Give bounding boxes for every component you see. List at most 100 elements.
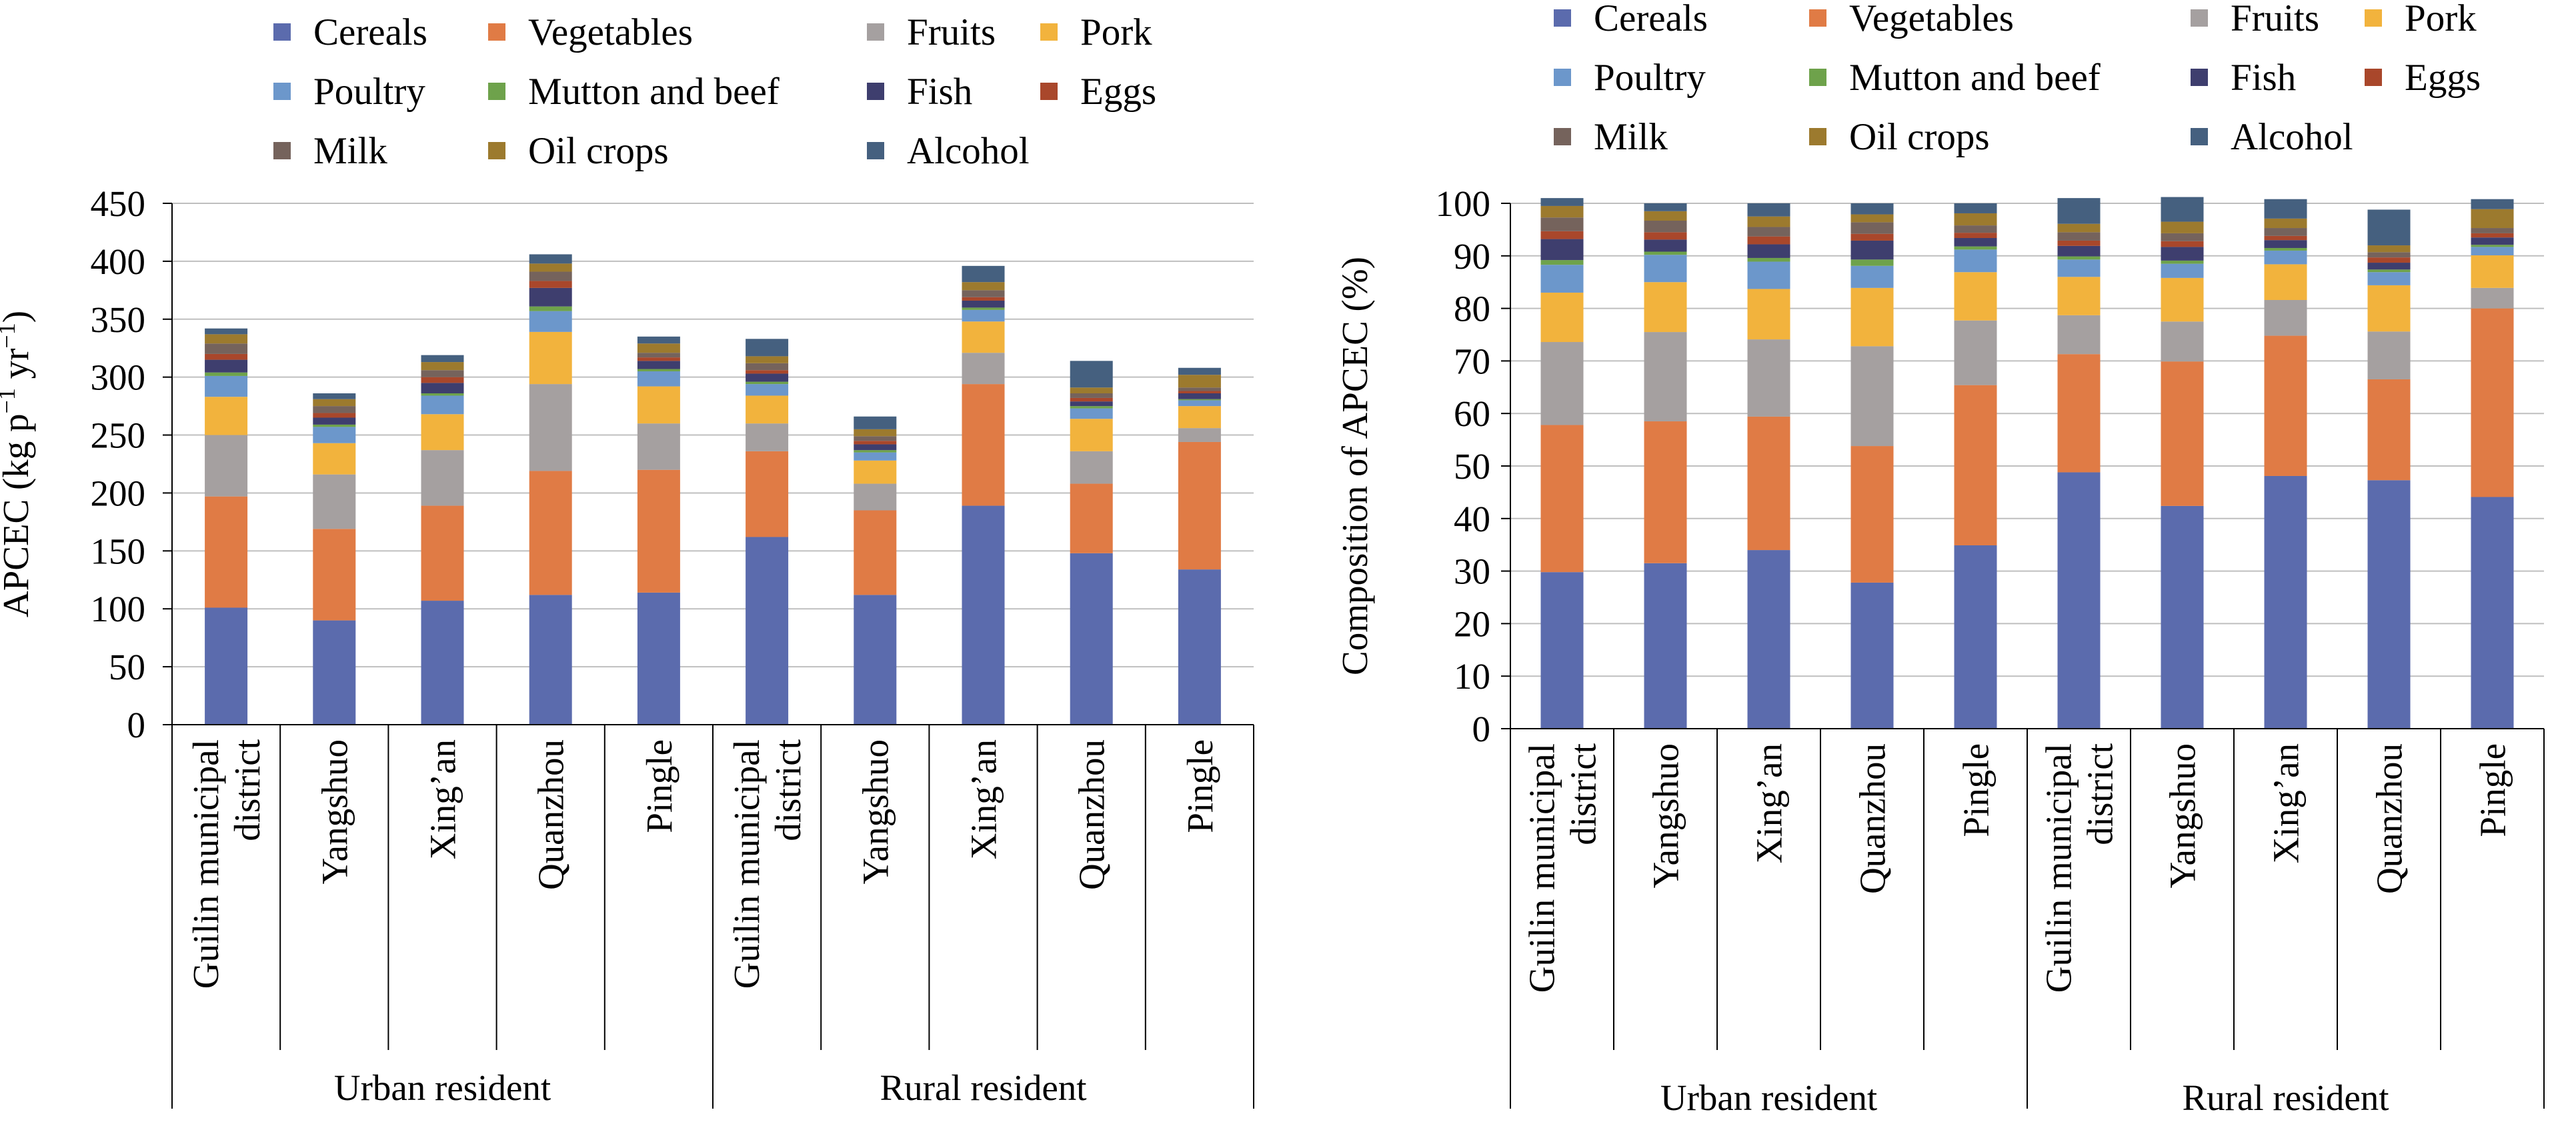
y-tick-label: 350 bbox=[91, 299, 146, 340]
legend-item: Poultry bbox=[273, 71, 425, 113]
legend-item: Fruits bbox=[867, 11, 996, 53]
legend-label: Alcohol bbox=[2231, 116, 2353, 158]
bar-segment-fish bbox=[746, 373, 789, 382]
legend-swatch bbox=[2365, 9, 2382, 27]
category-label: district bbox=[227, 739, 267, 841]
bar-segment-fruits bbox=[2264, 299, 2307, 336]
bar-segment-pork bbox=[1644, 282, 1687, 333]
legend-label: Oil crops bbox=[1849, 116, 1990, 158]
y-axis-label-part: APCEC (kg p bbox=[0, 413, 36, 617]
bar-segment-cereals bbox=[1540, 572, 1584, 729]
bar-segment-cereals bbox=[637, 592, 680, 725]
legend-item: Oil crops bbox=[1809, 116, 1990, 158]
bar-segment-mutton-and-beef bbox=[1540, 260, 1584, 265]
bar-segment-vegetables bbox=[2161, 361, 2204, 506]
bar-segment-eggs bbox=[1644, 232, 1687, 240]
y-tick-label: 300 bbox=[91, 357, 146, 398]
bar-segment-alcohol bbox=[2471, 199, 2514, 209]
legend-item: Poultry bbox=[1554, 57, 1706, 99]
bar-segment-eggs bbox=[2161, 241, 2204, 247]
bar-segment-milk bbox=[2264, 228, 2307, 236]
legend-swatch bbox=[273, 142, 291, 159]
legend-swatch bbox=[2365, 69, 2382, 86]
bar-segment-cereals bbox=[421, 601, 464, 725]
bar-segment-pork bbox=[2264, 264, 2307, 300]
bar-segment-poultry bbox=[1178, 400, 1221, 407]
legend-swatch bbox=[1554, 128, 1571, 145]
category-label: Yangshuo bbox=[314, 739, 355, 885]
group-label: Urban resident bbox=[1660, 1077, 1877, 1118]
bar-segment-vegetables bbox=[746, 451, 789, 537]
bar-segment-eggs bbox=[205, 353, 248, 360]
legend-label: Mutton and beef bbox=[528, 71, 780, 113]
bar-segment-eggs bbox=[746, 370, 789, 374]
bar-segment-mutton-and-beef bbox=[2057, 256, 2101, 260]
bar-segment-alcohol bbox=[2161, 197, 2204, 222]
bar-segment-vegetables bbox=[1747, 416, 1790, 551]
bar-segment-cereals bbox=[854, 595, 897, 725]
bar-segment-oil-crops bbox=[529, 263, 572, 272]
bar-segment-fish bbox=[1540, 239, 1584, 261]
bar-segment-vegetables bbox=[2367, 379, 2411, 481]
legend-swatch bbox=[273, 23, 291, 41]
category-label: Guilin municipal bbox=[1522, 743, 1562, 993]
bar-segment-milk bbox=[421, 370, 464, 377]
legend-item: Fruits bbox=[2191, 0, 2319, 39]
category-label: Xing’an bbox=[423, 739, 463, 859]
bar-segment-poultry bbox=[205, 375, 248, 397]
bar-segment-oil-crops bbox=[2264, 218, 2307, 229]
bar-segment-pork bbox=[1954, 272, 1997, 321]
y-tick-label: 450 bbox=[91, 183, 146, 224]
category-label: Quanzhou bbox=[1852, 743, 1893, 894]
bar-segment-eggs bbox=[962, 297, 1005, 301]
bar-segment-milk bbox=[637, 353, 680, 358]
bar-segment-milk bbox=[1070, 393, 1113, 398]
legend-swatch bbox=[867, 23, 884, 41]
bar-segment-alcohol bbox=[529, 254, 572, 264]
bar-segment-pork bbox=[313, 443, 356, 475]
bar-segment-fruits bbox=[854, 483, 897, 511]
bar-segment-cereals bbox=[1747, 550, 1790, 729]
category-label: Xing’an bbox=[2266, 743, 2307, 863]
bar-segment-poultry bbox=[2161, 263, 2204, 278]
bar-segment-oil-crops bbox=[2161, 221, 2204, 233]
bar-segment-pork bbox=[962, 321, 1005, 353]
legend-swatch bbox=[273, 83, 291, 100]
bar-segment-pork bbox=[1070, 419, 1113, 451]
bar-segment-alcohol bbox=[1178, 367, 1221, 375]
bar-segment-milk bbox=[2057, 232, 2101, 241]
legend-label: Pork bbox=[2405, 0, 2477, 39]
bar-segment-cereals bbox=[205, 607, 248, 725]
bar-segment-mutton-and-beef bbox=[2367, 269, 2411, 273]
legend-label: Cereals bbox=[313, 11, 427, 53]
legend-label: Fruits bbox=[2231, 0, 2319, 39]
category-label: Pingle bbox=[2473, 743, 2513, 837]
category-label: Pingle bbox=[1956, 743, 1997, 837]
y-tick-label: 50 bbox=[109, 647, 145, 687]
bar-segment-eggs bbox=[854, 441, 897, 445]
category-label: Yangshuo bbox=[2163, 743, 2203, 889]
bar-segment-oil-crops bbox=[205, 334, 248, 344]
bar-segment-poultry bbox=[2057, 259, 2101, 277]
legend-item: Eggs bbox=[1040, 71, 1156, 113]
bar-segment-cereals bbox=[313, 620, 356, 725]
bar-segment-mutton-and-beef bbox=[1070, 406, 1113, 409]
legend-swatch bbox=[2191, 128, 2208, 145]
bar-segment-milk bbox=[1178, 387, 1221, 391]
bar-segment-fish bbox=[2057, 245, 2101, 257]
bar-segment-poultry bbox=[1954, 249, 1997, 273]
category-label: Quanzhou bbox=[1072, 739, 1112, 890]
group-label: Rural resident bbox=[880, 1067, 1086, 1108]
bar-segment-vegetables bbox=[1954, 385, 1997, 545]
legend-swatch bbox=[1040, 83, 1058, 100]
bar-segment-eggs bbox=[2471, 233, 2514, 238]
legend-item: Alcohol bbox=[867, 130, 1030, 172]
bar-segment-mutton-and-beef bbox=[529, 306, 572, 311]
category-label: Guilin municipal bbox=[2039, 743, 2079, 993]
bar-segment-fish bbox=[1070, 401, 1113, 407]
bar-segment-fruits bbox=[1747, 339, 1790, 417]
bar-segment-fish bbox=[313, 417, 356, 425]
bar-segment-poultry bbox=[421, 395, 464, 415]
legend-swatch bbox=[867, 83, 884, 100]
legend-label: Fish bbox=[907, 71, 972, 113]
